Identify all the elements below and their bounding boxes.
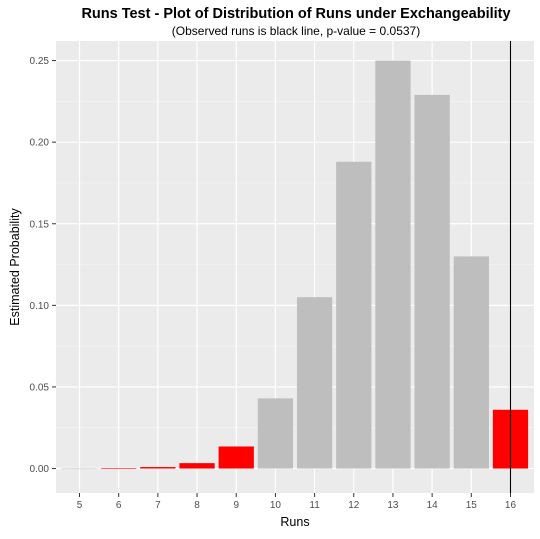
x-tick-label: 13 (387, 500, 399, 511)
bar-14 (414, 94, 450, 469)
x-tick-label: 14 (427, 500, 439, 511)
bar-9 (218, 446, 254, 469)
bar-5 (61, 468, 98, 470)
y-tick-label: 0.20 (30, 138, 50, 149)
y-tick-label: 0.15 (30, 219, 50, 230)
x-tick-label: 8 (194, 500, 200, 511)
x-axis-label: Runs (280, 515, 309, 529)
y-tick-label: 0.00 (30, 464, 50, 475)
bars (61, 60, 529, 470)
bar-6 (101, 468, 137, 469)
y-tick-label: 0.10 (30, 301, 50, 312)
x-tick-label: 10 (270, 500, 282, 511)
x-tick-label: 5 (77, 500, 83, 511)
bar-8 (179, 463, 215, 469)
x-tick-label: 9 (233, 500, 239, 511)
x-tick-label: 7 (155, 500, 161, 511)
y-axis-label: Estimated Probability (8, 208, 22, 326)
chart-subtitle: (Observed runs is black line, p-value = … (172, 24, 420, 38)
x-axis: 5 6 7 8 9 10 11 12 13 14 15 16 (77, 493, 517, 511)
y-tick-label: 0.25 (30, 56, 50, 67)
x-tick-label: 6 (116, 500, 122, 511)
y-axis: 0.00 0.05 0.10 0.15 0.20 0.25 (30, 56, 56, 475)
bar-7 (140, 467, 176, 469)
x-tick-label: 16 (505, 500, 517, 511)
bar-11 (296, 297, 333, 469)
bar-12 (336, 161, 372, 469)
bar-10 (257, 398, 294, 469)
chart-title: Runs Test - Plot of Distribution of Runs… (81, 6, 510, 22)
bar-13 (375, 60, 411, 469)
x-tick-label: 12 (348, 500, 360, 511)
y-tick-label: 0.05 (30, 382, 50, 393)
bar-15 (453, 256, 489, 469)
x-tick-label: 11 (309, 500, 320, 511)
x-tick-label: 15 (466, 500, 478, 511)
